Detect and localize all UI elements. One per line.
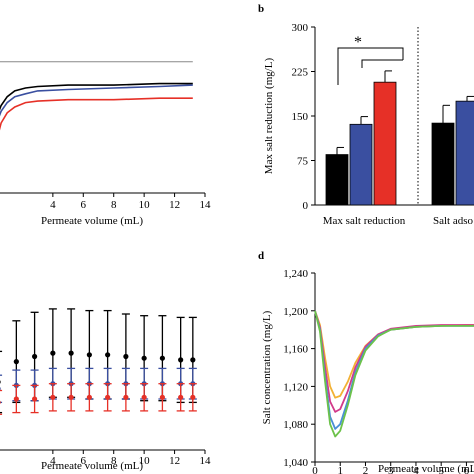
bar-s1-g1: [455, 100, 474, 206]
y-axis-label: Salt concentration (mg/L): [261, 310, 273, 424]
y-tick-label: 150: [292, 111, 309, 123]
x-tick-label: 14: [200, 455, 212, 467]
series-line-2: [0, 84, 193, 117]
y-tick-label: 1,120: [283, 381, 308, 393]
y-tick-label: 75: [297, 156, 309, 168]
bar-s0-g0: [325, 154, 349, 206]
series-line-3: [0, 97, 193, 131]
data-point-s0: [105, 352, 111, 358]
y-tick-label: 1,200: [283, 306, 308, 318]
data-point-s2: [190, 394, 196, 400]
data-point-s0: [13, 359, 19, 365]
y-axis-label: Max salt reduction (mg/L): [263, 57, 275, 174]
panel-a: 4 6 8 10 12 14 Permeate volume (mL): [0, 61, 212, 227]
x-tick-label: 10: [139, 455, 151, 467]
data-point-s2: [105, 394, 111, 400]
data-point-s2: [31, 396, 38, 402]
panel-c: 4 6 8 10 12 14 Permeate volume (mL): [0, 308, 212, 472]
x-tick-label: 4: [50, 199, 56, 211]
data-point-s0: [31, 353, 38, 360]
data-point-s2: [68, 394, 74, 400]
bar-s1-g0: [349, 123, 373, 206]
data-point-s0: [190, 357, 196, 363]
x-tick-label: 6: [81, 455, 87, 467]
data-point-s0: [0, 380, 1, 384]
bar-s2-g0: [373, 81, 397, 206]
data-point-s2: [159, 394, 165, 400]
data-point-s2: [141, 394, 147, 400]
data-point-s1: [0, 387, 1, 391]
y-tick-label: 0: [303, 200, 309, 212]
group-label-1: Salt adso: [433, 215, 474, 227]
panel-label: d: [258, 250, 264, 262]
group-label-0: Max salt reduction: [323, 215, 406, 227]
x-tick-label: 6: [81, 199, 87, 211]
data-point-s2: [86, 394, 92, 400]
series-line-0: [314, 310, 474, 399]
data-point-s0: [50, 350, 56, 356]
panel-label: b: [258, 3, 264, 15]
data-point-s2: [123, 394, 129, 400]
y-tick-label: 225: [292, 67, 309, 79]
x-tick-label: 6: [464, 465, 470, 474]
sig-star: *: [354, 34, 362, 51]
data-point-s2: [178, 394, 184, 400]
panel-b: b 0 75 150 225 300 Max salt reduction (mg/L) * M…: [258, 3, 474, 227]
x-tick-label: 12: [169, 455, 180, 467]
x-axis-label: Permeate volume (mL): [378, 463, 474, 474]
x-tick-label: 14: [200, 199, 212, 211]
x-tick-label: 12: [169, 199, 180, 211]
data-point-s2: [13, 396, 19, 402]
data-point-s0: [141, 355, 147, 361]
x-tick-label: 0: [312, 465, 318, 474]
data-point-s0: [178, 357, 184, 363]
x-axis-label: Permeate volume (mL): [41, 460, 143, 472]
y-tick-label: 1,240: [283, 268, 308, 280]
x-tick-label: 1: [337, 465, 343, 474]
x-axis-label: Permeate volume (mL): [41, 215, 143, 227]
sig-bracket-outer: [337, 47, 404, 85]
x-tick-label: 2: [363, 465, 369, 474]
y-tick-label: 1,080: [283, 419, 308, 431]
series-line-1: [0, 82, 193, 111]
y-tick-label: 1,040: [283, 457, 308, 469]
sig-bracket-inner: [361, 59, 403, 68]
bar-s0-g1: [431, 122, 455, 206]
data-point-s0: [123, 353, 129, 360]
data-point-s0: [68, 350, 74, 356]
data-point-s0: [159, 355, 165, 361]
x-tick-label: 10: [139, 199, 151, 211]
y-tick-label: 300: [292, 22, 309, 34]
data-point-s2: [0, 400, 1, 405]
x-tick-label: 4: [413, 465, 419, 474]
panel-d: d 1,040 1,080 1,120 1,160 1,200 1,240 0 1 2 3 4 5 6 Sa…: [258, 250, 474, 474]
series-line-1: [314, 310, 474, 413]
data-point-s2: [50, 394, 56, 400]
data-point-s0: [86, 352, 92, 358]
x-tick-label: 3: [388, 465, 394, 474]
y-tick-label: 1,160: [283, 344, 308, 356]
x-tick-label: 8: [111, 455, 117, 467]
x-tick-label: 8: [111, 199, 117, 211]
x-tick-label: 5: [438, 465, 444, 474]
series-line-3: [314, 310, 474, 438]
x-tick-label: 4: [50, 455, 56, 467]
